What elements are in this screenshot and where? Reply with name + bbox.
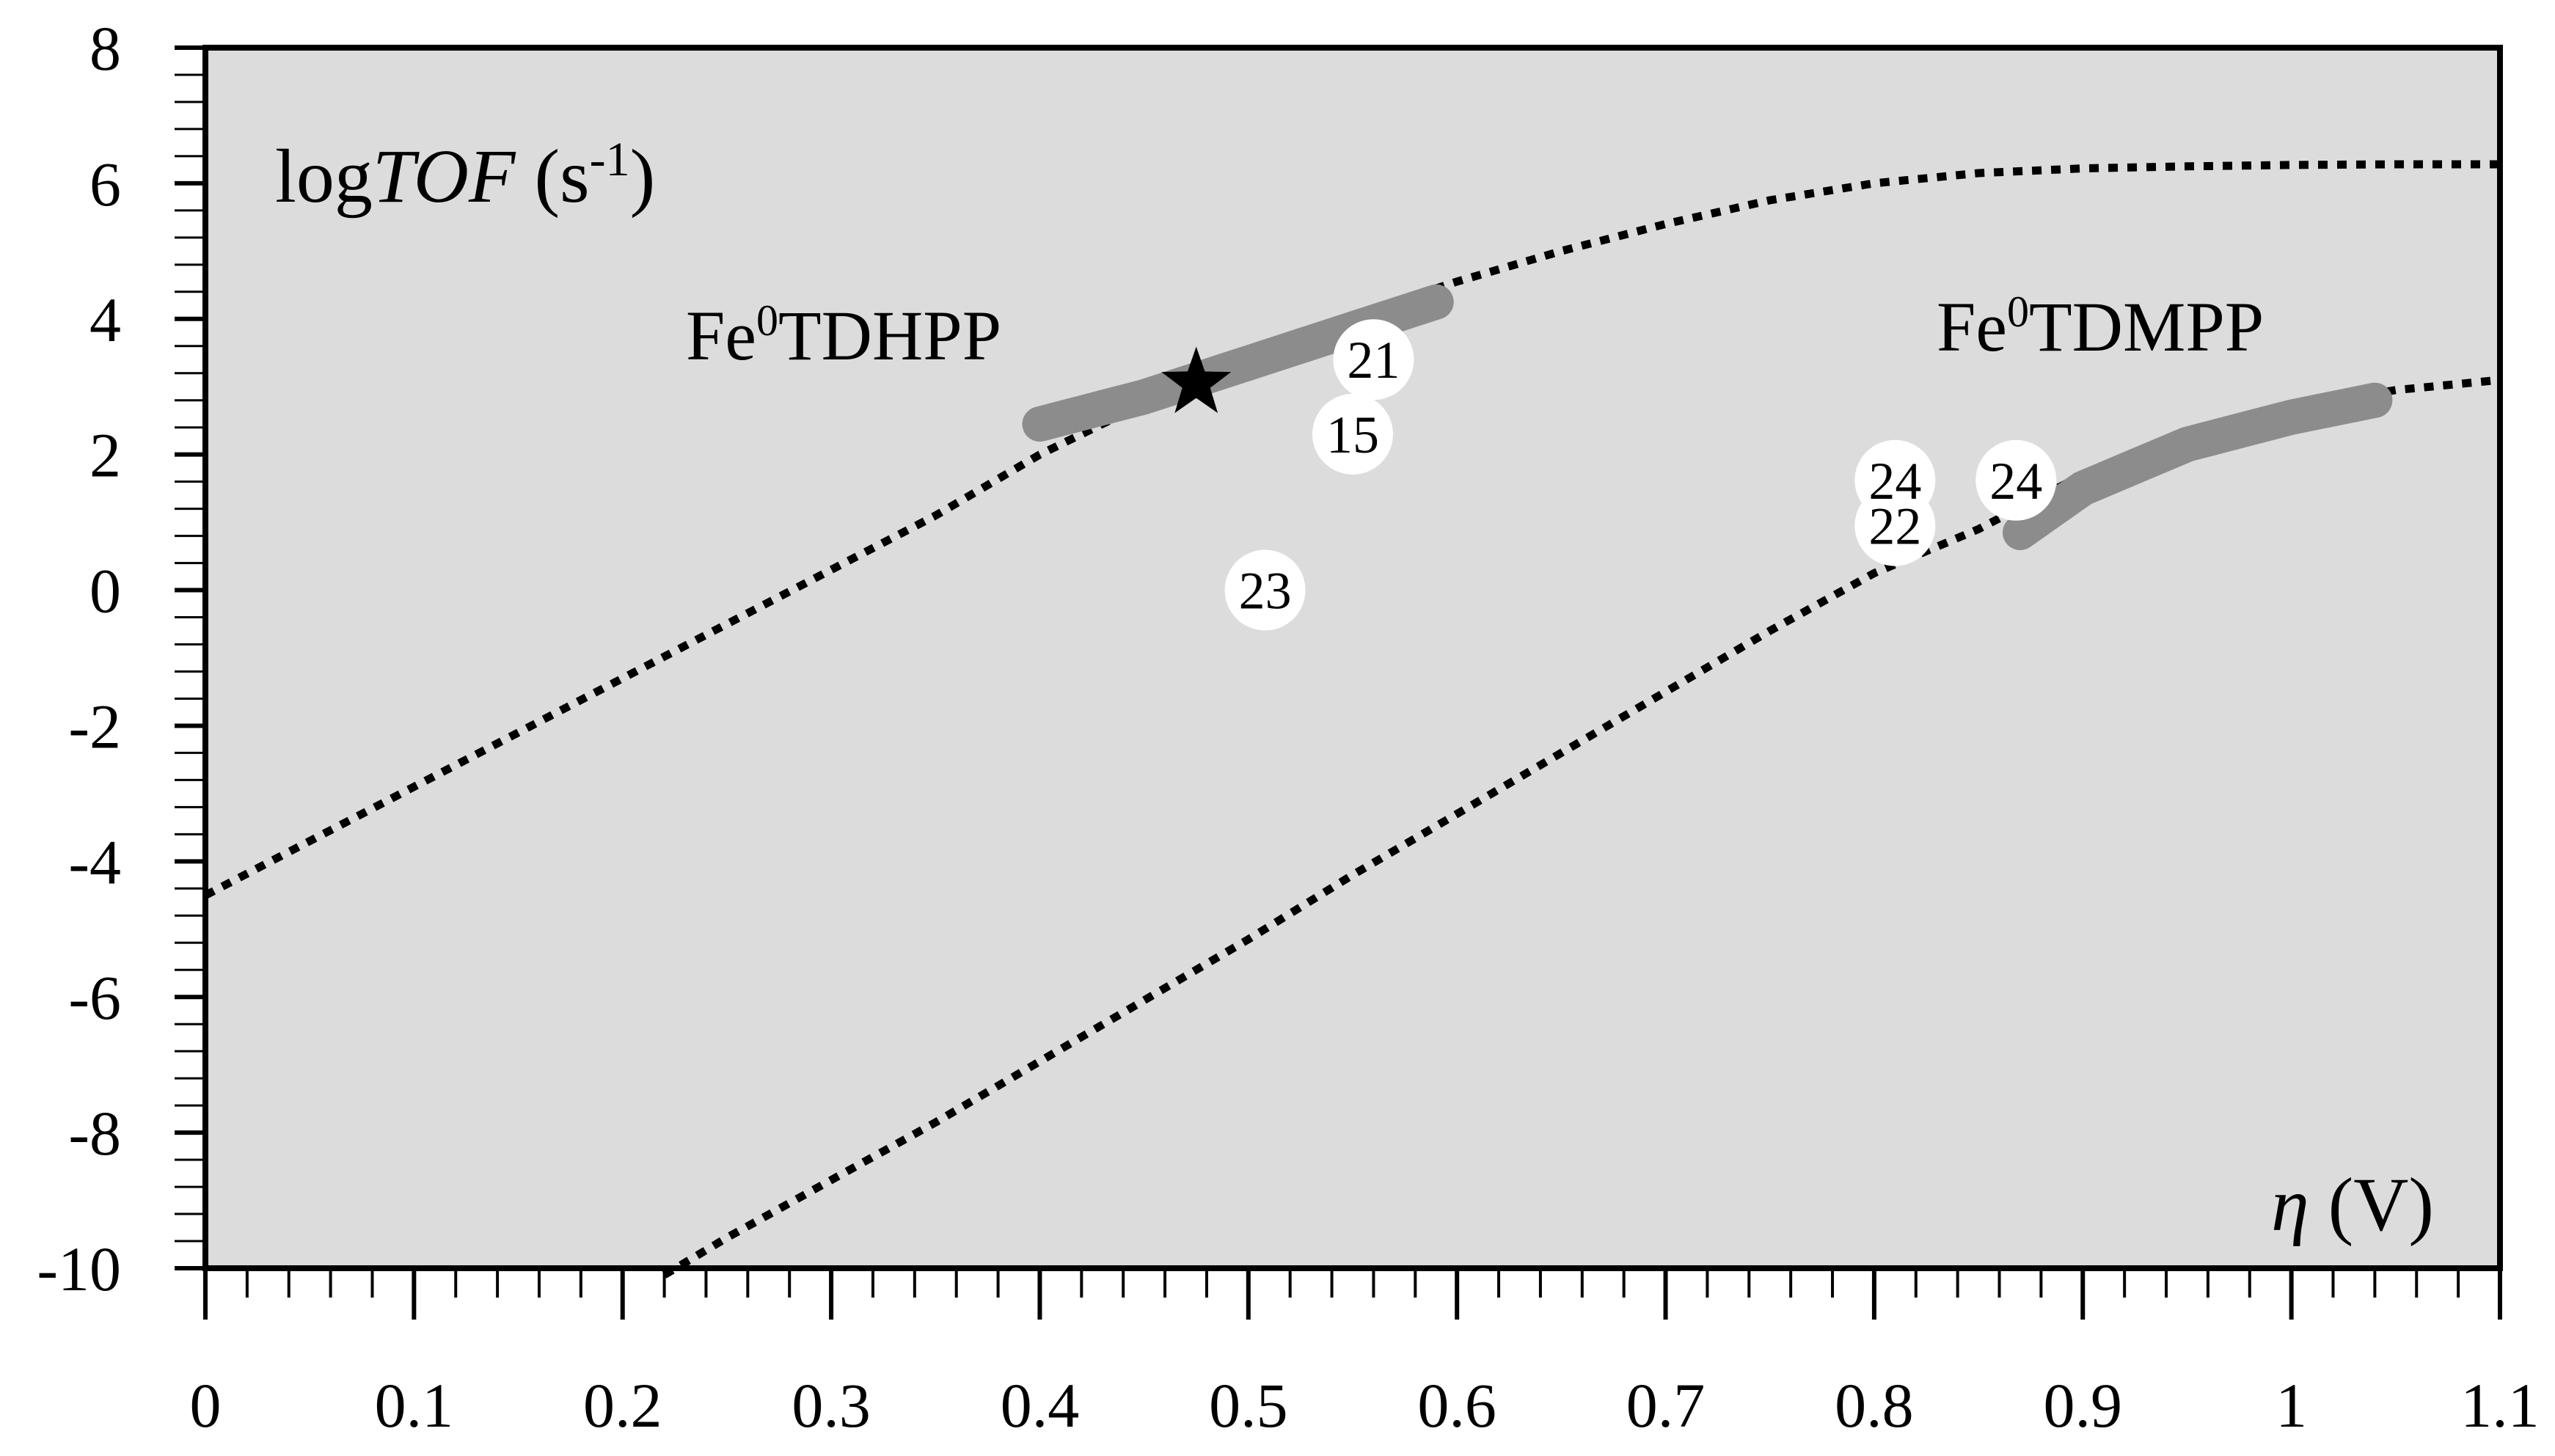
x-tick-label: 0.8 xyxy=(1835,1370,1914,1441)
y-tick-label: -8 xyxy=(68,1098,121,1168)
marker-circle-5 xyxy=(1975,439,2057,521)
y-tick-label: 6 xyxy=(89,149,121,219)
ticks-layer: 0 0.1 0.2 0.3 0.4 0.5 0.6 0.7 0.8 0.9 1 1.1 8 6 4 2 0 -2 -… xyxy=(37,13,2539,1441)
x-tick-label: 0.9 xyxy=(2044,1370,2123,1441)
y-axis-label-italic: TOF xyxy=(373,134,516,219)
y-axis-label-sup: -1 xyxy=(590,133,630,186)
series-label-sup: 0 xyxy=(756,296,778,345)
x-tick-label: 0.2 xyxy=(583,1370,662,1441)
series-highlight-1 xyxy=(2003,382,2393,550)
x-tick-label: 0.6 xyxy=(1417,1370,1496,1441)
marker-circle-0 xyxy=(1333,319,1414,400)
marker-label-2: 23 xyxy=(1239,562,1292,621)
x-axis-label-unit: (V) xyxy=(2309,1163,2434,1247)
y-tick-label: 4 xyxy=(89,285,121,355)
series-label-rest: TDHPP xyxy=(778,296,1001,375)
series-label-sup: 0 xyxy=(2007,288,2029,336)
marker-label-4: 22 xyxy=(1868,497,1921,556)
y-axis-label: logTOF (s-1) xyxy=(275,133,655,219)
x-tick-label: 1.1 xyxy=(2460,1370,2540,1441)
plot-area xyxy=(205,48,2500,1268)
marker-label-0: 21 xyxy=(1347,331,1400,389)
x-tick-label: 0.7 xyxy=(1626,1370,1706,1441)
series-label-base: Fe xyxy=(1937,288,2007,366)
plot-frame xyxy=(202,45,2503,1271)
y-tick-label: -10 xyxy=(37,1234,121,1304)
x-tick-label: 0.3 xyxy=(792,1370,871,1441)
marker-label-1: 15 xyxy=(1326,406,1379,464)
y-tick-label: -2 xyxy=(68,691,121,761)
series-label-rest: TDMPP xyxy=(2029,288,2264,366)
x-tick-label: 0.1 xyxy=(375,1370,454,1441)
x-axis-label-italic: η xyxy=(2271,1163,2309,1247)
x-tick-label: 0.4 xyxy=(1001,1370,1080,1441)
series-label-base: Fe xyxy=(686,296,756,375)
series-label-fe0tdmpp: Fe0TDMPP xyxy=(1937,288,2264,366)
y-tick-label: 8 xyxy=(89,13,121,84)
y-tick-label: -4 xyxy=(68,827,121,897)
star-layer xyxy=(1161,346,1232,414)
y-tick-label: 2 xyxy=(89,420,121,491)
y-axis-label-prefix: log xyxy=(275,134,373,219)
y-tick-label: -6 xyxy=(68,962,121,1033)
y-axis-label-unit: (s xyxy=(516,134,590,219)
marker-circle-4 xyxy=(1854,485,1936,566)
marker-label-3: 24 xyxy=(1868,452,1921,511)
x-axis-label: η (V) xyxy=(2271,1163,2434,1247)
x-tick-label: 0 xyxy=(190,1370,222,1441)
x-tick-label: 1 xyxy=(2276,1370,2307,1441)
x-tick-label: 0.5 xyxy=(1209,1370,1288,1441)
marker-label-5: 24 xyxy=(1989,452,2042,511)
marker-circle-2 xyxy=(1224,549,1306,631)
series-label-fe0tdhpp: Fe0TDHPP xyxy=(686,296,1001,375)
y-tick-label: 0 xyxy=(89,556,121,626)
marker-circle-1 xyxy=(1312,393,1393,475)
y-axis-label-close: ) xyxy=(630,134,656,219)
star-marker xyxy=(1161,346,1232,414)
